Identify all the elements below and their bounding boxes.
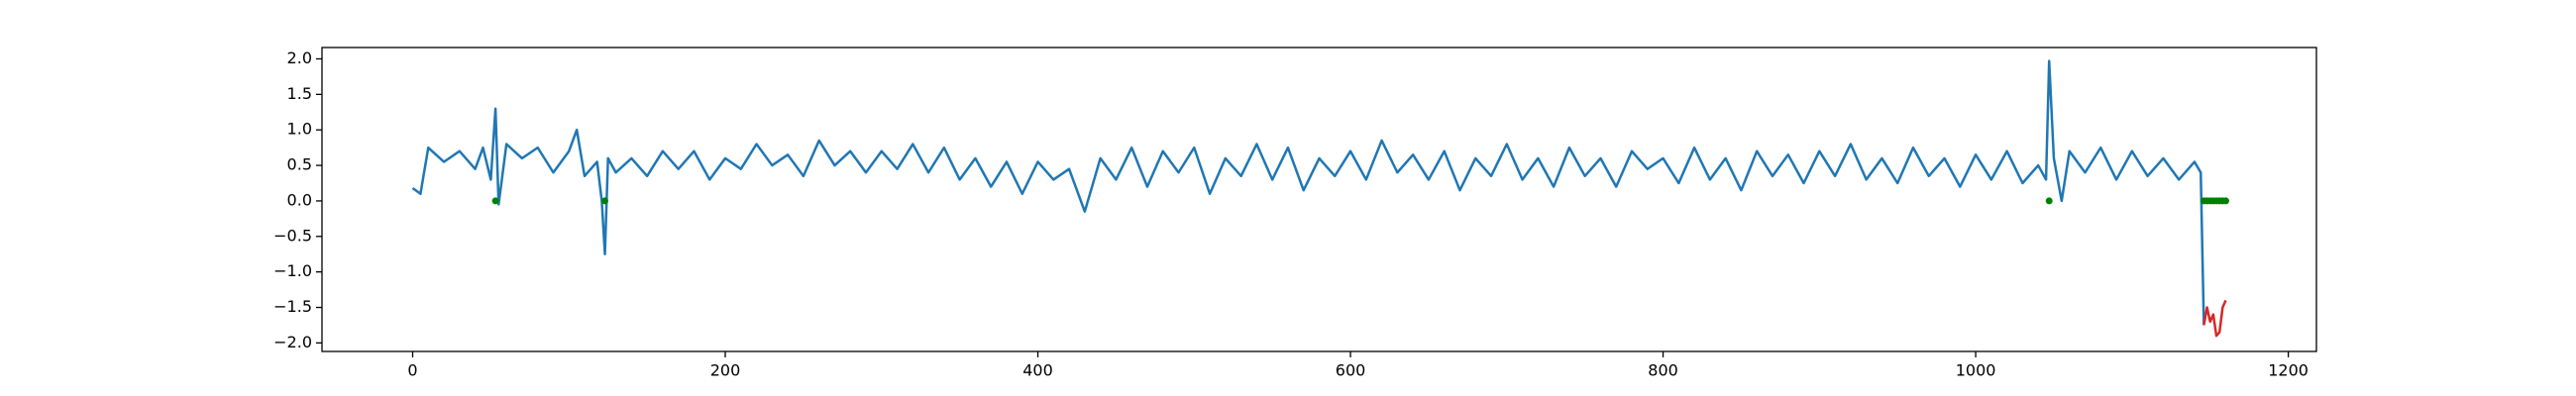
point: [601, 197, 609, 205]
y-tick-label: 1.5: [287, 84, 312, 103]
x-tick-label: 0: [407, 361, 417, 380]
point: [491, 197, 499, 205]
line: [2202, 299, 2227, 338]
y-tick-label: −1.5: [273, 297, 312, 316]
y-tick-label: 0.5: [287, 155, 312, 174]
x-tick-label: 1200: [2268, 361, 2308, 380]
plot-frame: [321, 47, 2317, 352]
x-tick-label: 1000: [1956, 361, 1996, 380]
x-tick-label: 200: [710, 361, 741, 380]
y-tick-label: −0.5: [273, 226, 312, 245]
point: [2222, 197, 2229, 205]
x-tick-label: 600: [1336, 361, 1366, 380]
x-tick-label: 400: [1022, 361, 1053, 380]
y-tick-label: −1.0: [273, 261, 312, 280]
y-tick-label: 0.0: [287, 190, 312, 209]
x-tick-label: 800: [1648, 361, 1678, 380]
y-tick-label: 1.0: [287, 120, 312, 139]
y-tick-label: 2.0: [287, 49, 312, 67]
point: [2045, 197, 2053, 205]
y-tick-label: −2.0: [273, 333, 312, 351]
line: [411, 59, 2205, 326]
